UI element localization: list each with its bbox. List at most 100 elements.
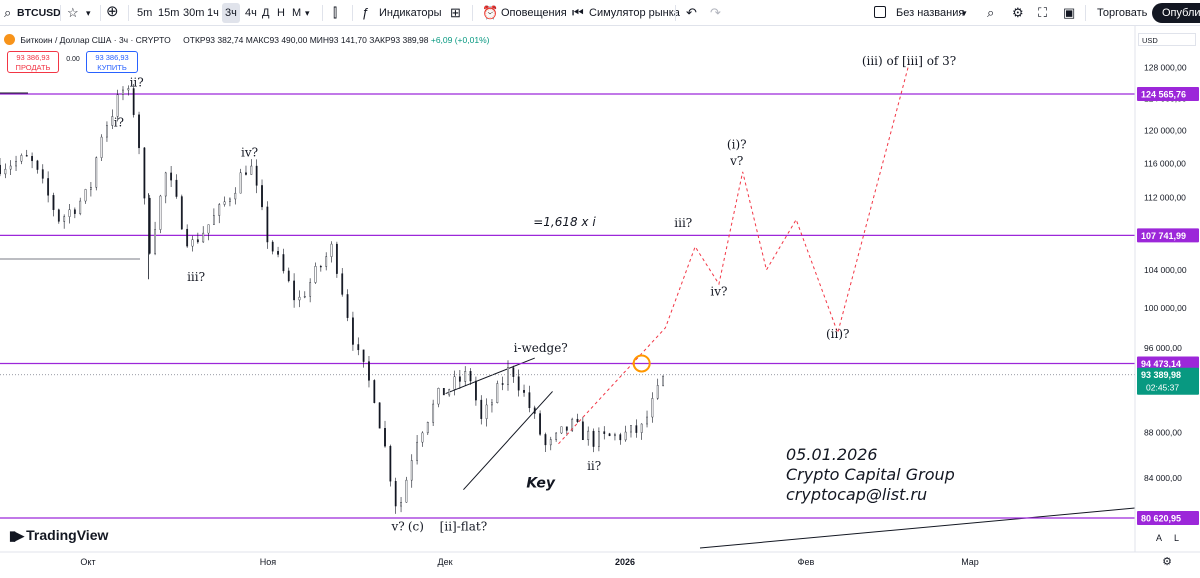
search-icon[interactable]: ⌕ bbox=[4, 5, 12, 20]
price-axis-bg bbox=[1135, 26, 1200, 552]
legend-open: ОТКР93 382,74 bbox=[183, 35, 244, 45]
camera-icon[interactable]: ▣ bbox=[1063, 5, 1076, 20]
candle-body bbox=[394, 481, 397, 507]
candle-body bbox=[229, 198, 231, 202]
interval-month[interactable]: М bbox=[292, 7, 302, 19]
trade-button[interactable]: Торговать bbox=[1097, 7, 1148, 19]
annotation-2: iii? bbox=[187, 270, 205, 284]
candle-body bbox=[314, 266, 317, 283]
candle-body bbox=[271, 241, 274, 252]
chevron-down-icon[interactable]: ▾ bbox=[962, 8, 967, 18]
interval-4h[interactable]: 4ч bbox=[245, 7, 257, 19]
candle-body bbox=[598, 431, 600, 447]
y-tick-2: 120 000,00 bbox=[1144, 125, 1187, 135]
interval-1h[interactable]: 1ч bbox=[207, 7, 219, 19]
indicators-button[interactable]: Индикаторы bbox=[379, 7, 442, 19]
interval-5m[interactable]: 5m bbox=[137, 7, 153, 19]
candle-body bbox=[73, 209, 76, 214]
divider bbox=[472, 5, 473, 21]
annotation-10: [ii]-flat? bbox=[440, 519, 488, 533]
candle-body bbox=[245, 172, 247, 175]
alarm-clock-icon[interactable]: ⏰ bbox=[482, 5, 499, 20]
publish-button[interactable]: Опублик bbox=[1152, 3, 1200, 23]
interval-30m[interactable]: 30m bbox=[183, 7, 205, 19]
watermark-line-1: Crypto Capital Group bbox=[786, 465, 955, 484]
currency-selector[interactable]: USD bbox=[1138, 33, 1196, 46]
fullscreen-icon[interactable]: ⛶ bbox=[1038, 5, 1048, 20]
candle-body bbox=[111, 116, 114, 126]
chart-pane[interactable]: i? ii? iii? iv? =1,618 x i i-wedge? Key ii? v? (c… bbox=[0, 26, 1200, 578]
candle-body bbox=[106, 125, 108, 138]
legend-low: МИН93 141,70 bbox=[309, 35, 367, 45]
buy-button[interactable]: 93 386,93 КУПИТЬ bbox=[86, 51, 138, 73]
buy-label: КУПИТЬ bbox=[97, 63, 127, 72]
interval-day[interactable]: Д bbox=[262, 7, 270, 19]
replay-icon[interactable]: ⏮ bbox=[572, 5, 584, 20]
indicators-icon[interactable]: ƒ bbox=[362, 5, 370, 20]
x-tick-0: Окт bbox=[80, 557, 95, 567]
alerts-button[interactable]: Оповещения bbox=[501, 7, 567, 19]
chevron-down-icon[interactable]: ▾ bbox=[305, 8, 310, 18]
x-tick-4: Фев bbox=[798, 557, 815, 567]
candle-body bbox=[170, 172, 173, 181]
symbol-search-button[interactable]: BTCUSD bbox=[17, 7, 61, 19]
layout-checkbox[interactable] bbox=[874, 3, 892, 23]
star-icon[interactable]: ☆ bbox=[67, 5, 79, 20]
candle-body bbox=[619, 434, 622, 441]
templates-grid-icon[interactable]: ⊞ bbox=[450, 5, 461, 20]
candle-body bbox=[581, 421, 584, 441]
candle-body bbox=[453, 376, 456, 390]
level-tag-2: 94 473,14 bbox=[1141, 359, 1181, 369]
annotation-3: iv? bbox=[241, 146, 258, 160]
candle-body bbox=[282, 254, 285, 272]
legend-title: Биткоин / Доллар США · 3ч · CRYPTO bbox=[20, 35, 171, 45]
sell-button[interactable]: 93 386,93 ПРОДАТЬ bbox=[7, 51, 59, 73]
level-tag-1: 107 741,99 bbox=[1141, 231, 1186, 241]
compare-add-icon[interactable]: ⊕ bbox=[106, 3, 119, 20]
candle-body bbox=[480, 399, 483, 419]
chevron-down-icon[interactable]: ▾ bbox=[86, 8, 91, 18]
divider bbox=[128, 5, 129, 21]
tradingview-logo: ▮▶ TradingView bbox=[9, 526, 108, 544]
wedge-lower-line bbox=[463, 391, 553, 490]
symbol-legend[interactable]: Биткоин / Доллар США · 3ч · CRYPTO ОТКР9… bbox=[4, 33, 489, 47]
candle-body bbox=[352, 317, 354, 345]
candle-body bbox=[523, 389, 525, 393]
candle-body bbox=[250, 165, 253, 175]
candle-body bbox=[346, 294, 349, 318]
undo-icon[interactable]: ↶ bbox=[686, 5, 697, 20]
interval-week[interactable]: Н bbox=[277, 7, 285, 19]
candle-body bbox=[212, 215, 215, 225]
candle-body bbox=[255, 165, 258, 186]
y-tick-9: 88 000,00 bbox=[1144, 428, 1182, 438]
tv-logo-icon: ▮▶ bbox=[9, 528, 24, 543]
annotation-11: iii? bbox=[674, 216, 692, 230]
candle-body bbox=[614, 434, 616, 437]
candle-body bbox=[646, 416, 648, 425]
layout-name-button[interactable]: Без названия bbox=[896, 7, 965, 19]
interval-15m[interactable]: 15m bbox=[158, 7, 180, 19]
candles-icon[interactable]: ⫿ bbox=[333, 5, 338, 20]
candle-body bbox=[656, 385, 659, 399]
price-chart[interactable]: i? ii? iii? iv? =1,618 x i i-wedge? Key ii? v? (c… bbox=[0, 26, 1200, 578]
horizontal-levels bbox=[0, 92, 1135, 519]
annotation-12: iv? bbox=[710, 284, 727, 298]
settings-gear-icon[interactable]: ⚙ bbox=[1012, 5, 1024, 20]
long-term-trendline bbox=[699, 507, 1136, 549]
interval-3h[interactable]: 3ч bbox=[222, 3, 240, 23]
candle-body bbox=[164, 172, 167, 197]
candle-body bbox=[319, 266, 322, 268]
top-toolbar: ⌕ BTCUSD ☆ ▾ ⊕ 5m 15m 30m 1ч 3ч 4ч Д Н М… bbox=[0, 0, 1200, 26]
quick-search-icon[interactable]: ⌕ bbox=[987, 5, 995, 20]
time-axis[interactable]: Окт Ноя Дек 2026 Фев Мар ⚙ bbox=[0, 551, 1200, 578]
candle-body bbox=[202, 232, 205, 243]
auto-scale-button[interactable]: A bbox=[1156, 533, 1163, 543]
candle-body bbox=[207, 224, 210, 234]
replay-button[interactable]: Симулятор рынка bbox=[589, 7, 680, 19]
candle-body bbox=[357, 344, 360, 351]
candle-body bbox=[63, 216, 66, 222]
redo-icon[interactable]: ↷ bbox=[710, 5, 721, 20]
log-scale-button[interactable]: L bbox=[1174, 533, 1180, 543]
